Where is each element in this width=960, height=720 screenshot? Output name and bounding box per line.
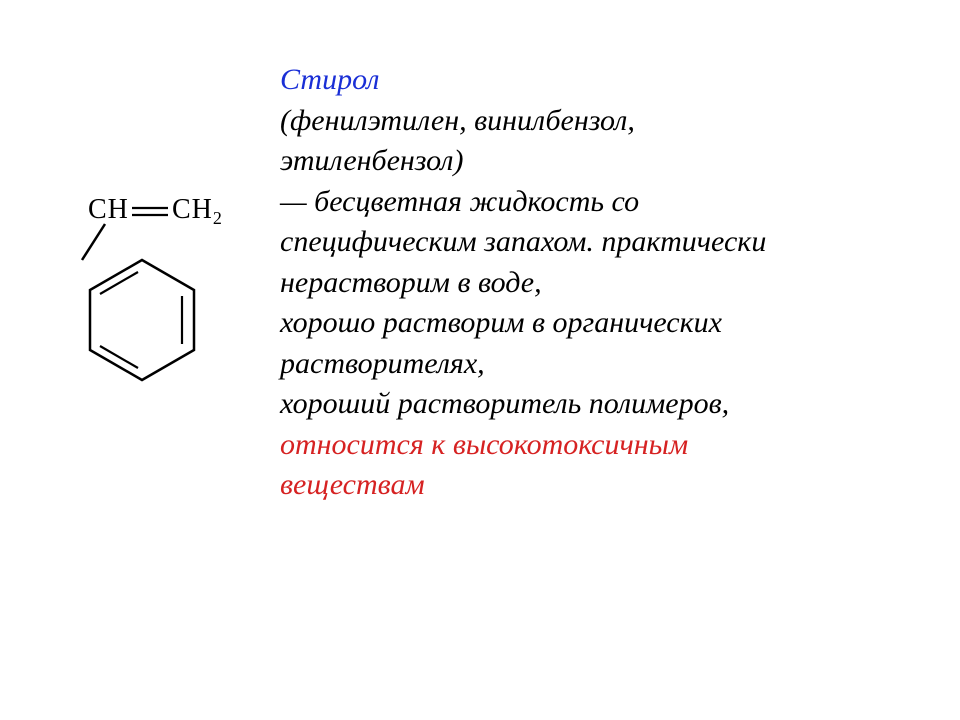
desc-line3: нерастворим в воде, (280, 263, 930, 304)
synonyms-line1: (фенилэтилен, винилбензол, (280, 101, 930, 142)
formula-CH2: CH2 (172, 194, 223, 228)
benzene-hexagon (90, 260, 194, 380)
desc-line6: хороший растворитель полимеров, (280, 384, 930, 425)
warning-line2: веществам (280, 465, 930, 506)
compound-title: Стирол (280, 60, 930, 101)
desc-line4: хорошо растворим в органических (280, 303, 930, 344)
styrene-structure-diagram: CH CH2 (50, 190, 250, 430)
structure-column: CH CH2 (30, 60, 270, 430)
text-column: Стирол (фенилэтилен, винилбензол, этилен… (270, 60, 930, 506)
desc-line1: — бесцветная жидкость со (280, 182, 930, 223)
page-root: CH CH2 Стирол (фенилэтилен, винилбензол,… (0, 0, 960, 720)
synonyms-line2: этиленбензол) (280, 141, 930, 182)
substituent-bond (82, 224, 105, 260)
formula-CH: CH (88, 194, 129, 225)
benzene-double-bonds (100, 272, 182, 368)
desc-line2: специфическим запахом. практически (280, 222, 930, 263)
warning-line1: относится к высокотоксичным (280, 425, 930, 466)
desc-line5: растворителях, (280, 344, 930, 385)
